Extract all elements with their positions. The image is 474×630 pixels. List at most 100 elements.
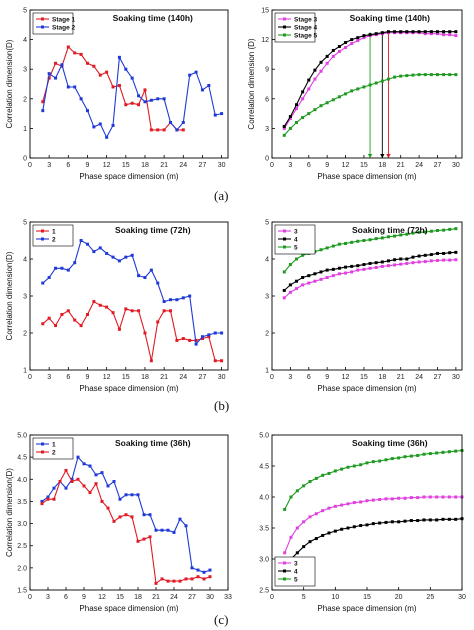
legend-entry: Stage 1 (52, 16, 76, 23)
data-point (422, 518, 426, 522)
data-point (314, 512, 318, 516)
data-point (340, 467, 344, 471)
x-tick-label: 30 (206, 594, 214, 601)
data-point (386, 264, 390, 268)
data-point (200, 88, 204, 92)
data-point (105, 70, 109, 74)
chart-5: 0 3 6 9 12 15 18 21 24 27 30 33 1.5 2.0 2.5 3.0 3.5 4.0 4.… (5, 433, 232, 614)
legend-marker (283, 561, 286, 565)
data-point (378, 459, 382, 463)
x-tick-label: 27 (434, 162, 442, 169)
data-point (160, 528, 164, 532)
data-point (92, 125, 96, 129)
x-tick-label: 30 (218, 374, 226, 381)
data-point (441, 450, 445, 454)
data-point (220, 331, 224, 335)
data-point (442, 228, 446, 232)
legend-entry: 5 (294, 576, 298, 583)
y-tick-label: 3 (23, 67, 27, 74)
data-point (337, 272, 341, 276)
series-line-2 (283, 251, 456, 291)
x-tick-label: 0 (28, 162, 32, 169)
data-point (386, 235, 390, 239)
data-point (82, 462, 86, 466)
data-point (166, 579, 170, 583)
data-point (73, 85, 77, 89)
data-point (200, 337, 204, 341)
x-tick-label: 27 (199, 374, 207, 381)
data-point (76, 455, 80, 459)
data-point (393, 263, 397, 267)
data-point (416, 519, 420, 523)
data-point (411, 255, 415, 259)
data-point (64, 486, 68, 490)
data-point (362, 34, 366, 38)
legend-marker (283, 17, 286, 21)
data-point (175, 128, 179, 132)
data-point (411, 261, 415, 265)
data-point (378, 497, 382, 501)
data-point (202, 570, 206, 574)
data-point (302, 484, 306, 488)
data-point (202, 577, 206, 581)
data-point (188, 294, 192, 298)
data-point (448, 30, 452, 34)
data-point (405, 232, 409, 236)
legend-entry: Stage 5 (294, 32, 318, 39)
chart-6: 0 5 10 15 20 25 30 2.5 3.0 3.5 4.0 4.5 5.0 Soaking ti… (259, 433, 466, 614)
x-tick-label: 15 (122, 162, 130, 169)
data-point (409, 454, 413, 458)
data-point (350, 264, 354, 268)
data-point (85, 109, 89, 113)
x-tick-label: 10 (331, 594, 339, 601)
data-point (213, 359, 217, 363)
data-point (79, 52, 83, 56)
data-point (350, 89, 354, 93)
data-point (403, 496, 407, 500)
data-point (124, 307, 128, 311)
data-point (79, 97, 83, 101)
data-point (288, 283, 292, 287)
data-point (362, 85, 366, 89)
data-point (282, 133, 286, 137)
data-point (417, 254, 421, 258)
data-point (137, 274, 141, 278)
data-point (143, 88, 147, 92)
y-tick-label: 4.5 (259, 464, 269, 471)
y-tick-label: 3.5 (259, 526, 269, 533)
data-point (295, 489, 299, 493)
data-point (162, 300, 166, 304)
data-point (188, 338, 192, 342)
data-point (344, 265, 348, 269)
x-tick-label: 6 (66, 162, 70, 169)
data-point (124, 103, 128, 107)
data-point (454, 34, 458, 38)
data-point (184, 577, 188, 581)
y-axis-label: Correlation dimension (D) (247, 38, 256, 129)
data-point (282, 296, 286, 300)
data-point (47, 72, 51, 76)
data-point (333, 504, 337, 508)
y-tick-label: 15 (261, 8, 269, 15)
data-point (374, 261, 378, 265)
legend-entry: Stage 2 (52, 24, 76, 31)
data-point (288, 115, 292, 119)
data-point (447, 495, 451, 499)
legend-entry: 2 (52, 236, 56, 243)
data-point (428, 518, 432, 522)
data-point (85, 313, 89, 316)
data-point (448, 227, 452, 231)
data-point (73, 51, 77, 55)
x-tick-label: 0 (270, 162, 274, 169)
data-point (190, 566, 194, 570)
data-point (194, 342, 198, 346)
x-tick-label: 3 (47, 162, 51, 169)
data-point (380, 260, 384, 264)
x-tick-label: 0 (270, 594, 274, 601)
y-tick-label: 3.5 (17, 499, 27, 506)
data-point (111, 85, 115, 89)
data-point (448, 258, 452, 262)
data-point (429, 253, 433, 257)
